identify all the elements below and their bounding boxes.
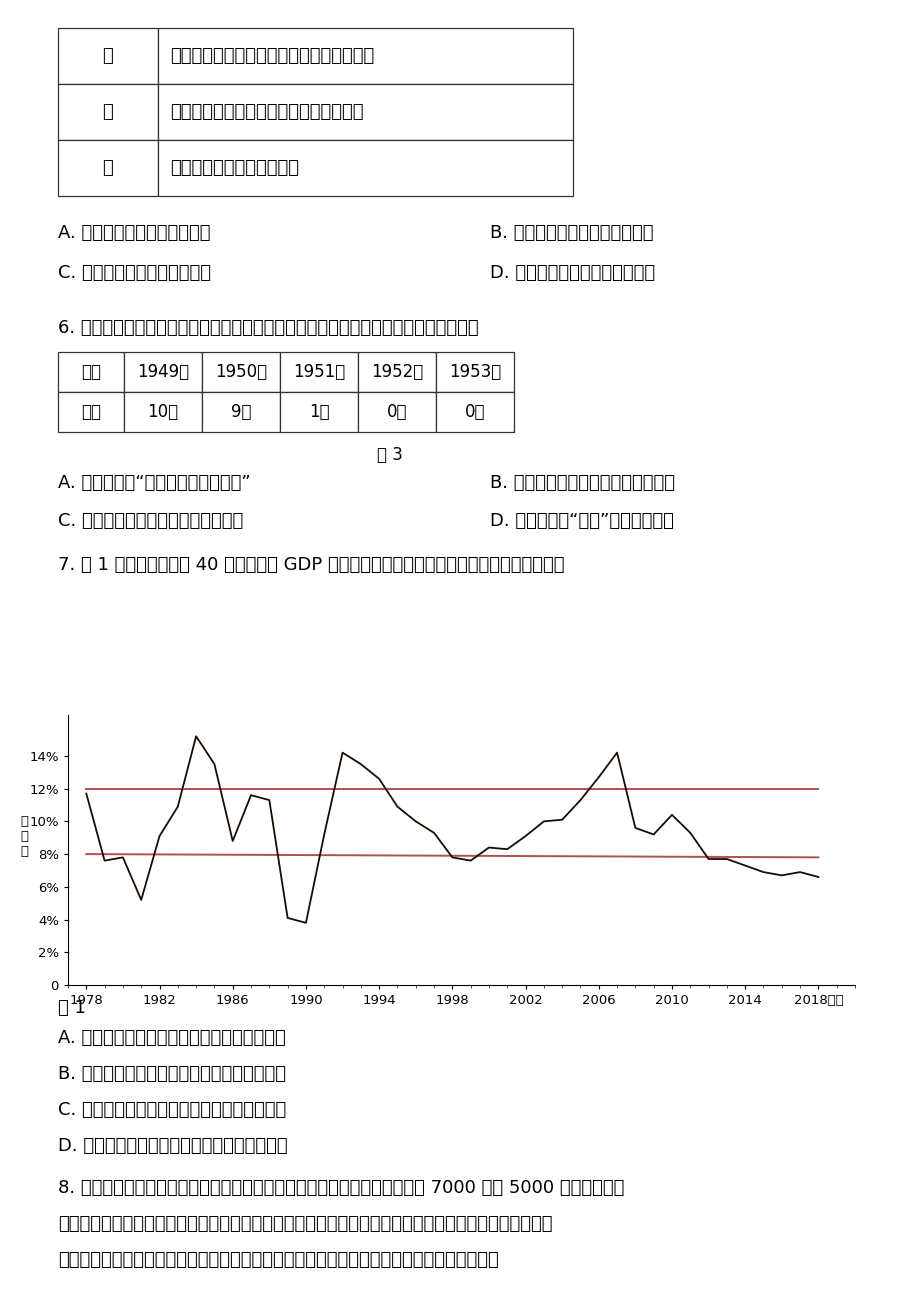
Bar	[158, 141, 573, 197]
Text: 1951年: 1951年	[292, 363, 345, 381]
Text: 对全边区征粧，征税相关事项进行审核。: 对全边区征粧，征税相关事项进行审核。	[170, 103, 363, 121]
Text: D. 社会主义运动受挨时经济增速下降至最低値: D. 社会主义运动受挨时经济增速下降至最低値	[58, 1137, 288, 1155]
Text: B. 为新中国政权建设积累了经验: B. 为新中国政权建设积累了经验	[490, 224, 652, 242]
Bar	[58, 392, 124, 432]
Bar	[58, 85, 158, 141]
Text: 一: 一	[103, 47, 113, 65]
Bar	[58, 141, 158, 197]
Text: 1953年: 1953年	[448, 363, 501, 381]
Bar	[58, 29, 158, 85]
Text: 0个: 0个	[386, 404, 407, 421]
Text: 检举边区贪污，浪费事件。: 检举边区贪污，浪费事件。	[170, 159, 299, 177]
Text: 年份: 年份	[81, 363, 101, 381]
Bar	[357, 392, 436, 432]
Text: A. 社会主义市场经济体制初步建立后逐步增长: A. 社会主义市场经济体制初步建立后逐步增长	[58, 1029, 286, 1047]
Text: 0个: 0个	[464, 404, 484, 421]
Bar	[124, 392, 202, 432]
Text: 三: 三	[103, 159, 113, 177]
Bar	[58, 352, 124, 392]
Text: B. 主要建立了与亚非国家的外交关系: B. 主要建立了与亚非国家的外交关系	[490, 474, 675, 492]
Bar	[202, 352, 279, 392]
Bar	[279, 352, 357, 392]
Text: A. 成就得益于“打扫干净屋子再请客”: A. 成就得益于“打扫干净屋子再请客”	[58, 474, 251, 492]
Text: 1952年: 1952年	[370, 363, 423, 381]
Text: 1950年: 1950年	[215, 363, 267, 381]
Bar	[202, 392, 279, 432]
Text: 增
长
率: 增 长 率	[21, 815, 28, 858]
Text: 7. 图 1 所示是改革开放 40 年来的中国 GDP 增长速度统计情况，根据图示，下列说法错误的是: 7. 图 1 所示是改革开放 40 年来的中国 GDP 增长速度统计情况，根据图…	[58, 556, 564, 574]
Bar	[279, 392, 357, 432]
Text: A. 培养了大批优秀的青年干部: A. 培养了大批优秀的青年干部	[58, 224, 210, 242]
Text: 对边区各个机关的预算决算事项进行审核。: 对边区各个机关的预算决算事项进行审核。	[170, 47, 374, 65]
Text: 1949年: 1949年	[137, 363, 189, 381]
Text: 文化广泛分布于黄土、类黄土区及冲积平原。两河流域、印度河流域彩陶文化也以土壤丰厚的冲积平原为: 文化广泛分布于黄土、类黄土区及冲积平原。两河流域、印度河流域彩陶文化也以土壤丰厚…	[58, 1215, 552, 1233]
Text: 图 1: 图 1	[58, 999, 85, 1017]
Text: 表 3: 表 3	[377, 447, 403, 464]
Text: C. 有利于抗日民主政权的建设: C. 有利于抗日民主政权的建设	[58, 264, 210, 283]
Text: 9个: 9个	[231, 404, 251, 421]
Bar	[124, 352, 202, 392]
Text: B. 城市经济体制改革全面展开后迎来较快增长: B. 城市经济体制改革全面展开后迎来较快增长	[58, 1065, 286, 1083]
Text: C. 宣告西方国家孤立中国政策的破产: C. 宣告西方国家孤立中国政策的破产	[58, 512, 243, 530]
Text: D. 是抗战能最终胜利的根本原因: D. 是抗战能最终胜利的根本原因	[490, 264, 654, 283]
Bar	[436, 392, 514, 432]
Text: C. 第三个小高峰出现主要得益于设立经济特区: C. 第三个小高峰出现主要得益于设立经济特区	[58, 1101, 286, 1118]
Bar	[158, 29, 573, 85]
Bar	[436, 352, 514, 392]
Text: 1个: 1个	[309, 404, 329, 421]
Text: 10个: 10个	[147, 404, 178, 421]
Text: 8. 在亚欧大陆的中纬度地区，几乎所有早期文明都经历了彩陶时代。距今约 7000 年至 5000 年之间，仰韶: 8. 在亚欧大陆的中纬度地区，几乎所有早期文明都经历了彩陶时代。距今约 7000…	[58, 1180, 624, 1197]
Text: 二: 二	[103, 103, 113, 121]
Text: 基础，特里波列一库库泰尼文化彩陶也基本分布在东欧黄土区。主要是因为这些地区（　　）: 基础，特里波列一库库泰尼文化彩陶也基本分布在东欧黄土区。主要是因为这些地区（ ）	[58, 1251, 498, 1269]
Bar	[357, 352, 436, 392]
Text: 数量: 数量	[81, 404, 101, 421]
Text: 6. 下表为新中国成立初期建交国家数量变化表，据此可知，新中国初期的外交（　　）: 6. 下表为新中国成立初期建交国家数量变化表，据此可知，新中国初期的外交（ ）	[58, 319, 478, 337]
Bar	[158, 85, 573, 141]
Text: D. 有必要抛弃“阵营”式的外交思维: D. 有必要抛弃“阵营”式的外交思维	[490, 512, 673, 530]
